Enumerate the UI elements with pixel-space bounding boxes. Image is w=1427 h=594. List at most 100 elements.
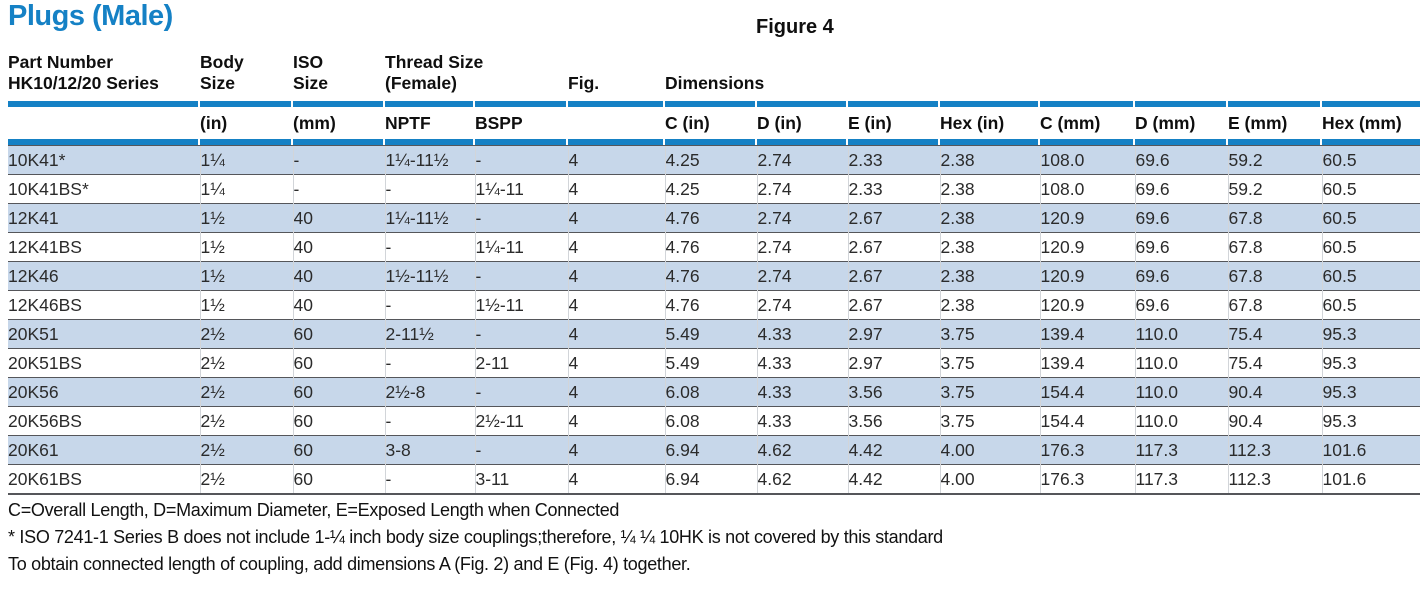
value-cell: 90.4 bbox=[1227, 377, 1323, 407]
value-cell: 108.0 bbox=[1039, 145, 1136, 175]
value-cell: 112.3 bbox=[1227, 435, 1323, 465]
header-rule-segment bbox=[475, 101, 568, 107]
value-cell: - bbox=[384, 232, 475, 262]
value-cell: - bbox=[292, 145, 385, 175]
header-rule-segment bbox=[1322, 139, 1421, 146]
value-cell: 4 bbox=[567, 203, 666, 233]
header-rule-segment bbox=[385, 101, 475, 107]
value-cell: 4.76 bbox=[664, 203, 758, 233]
value-cell: 4 bbox=[567, 464, 666, 495]
value-cell: - bbox=[384, 464, 475, 495]
value-cell: 1¼-11½ bbox=[384, 145, 475, 175]
value-cell: 120.9 bbox=[1039, 290, 1136, 320]
header-row-groups: Part Number HK10/12/20 Series Body Size IS… bbox=[8, 44, 1420, 101]
footnote-iso-standard: * ISO 7241-1 Series B does not include 1… bbox=[8, 527, 943, 547]
value-cell: 3.75 bbox=[939, 348, 1041, 378]
value-cell: 40 bbox=[292, 290, 385, 320]
value-cell: 4.76 bbox=[664, 290, 758, 320]
value-cell: 60.5 bbox=[1321, 261, 1421, 291]
table-row: 20K51 2½ 60 2-11½ -4 5.49 4.33 2.97 3.75 139.4 110… bbox=[8, 319, 1421, 349]
part-number-cell: 20K56 bbox=[8, 377, 200, 407]
value-cell: 60 bbox=[292, 377, 385, 407]
value-cell: 4 bbox=[567, 232, 666, 262]
value-cell: 2.38 bbox=[939, 174, 1041, 204]
value-cell: 2.74 bbox=[756, 203, 849, 233]
subheader-blank bbox=[8, 107, 200, 139]
subheader-d-in: D (in) bbox=[757, 112, 802, 133]
value-cell: - bbox=[474, 261, 569, 291]
value-cell: 4 bbox=[567, 145, 666, 175]
value-cell: 3-8 bbox=[384, 435, 475, 465]
table-body: 10K41* 1¼ -1¼-11½ -4 4.25 2.74 2.33 2.38 108.0 69… bbox=[8, 145, 1421, 495]
header-rule-segment bbox=[940, 139, 1040, 146]
value-cell: 154.4 bbox=[1039, 406, 1136, 436]
part-number-cell: 20K51BS bbox=[8, 348, 200, 378]
value-cell: - bbox=[384, 290, 475, 320]
value-cell: 1½ bbox=[199, 203, 293, 233]
value-cell: 2½ bbox=[199, 464, 293, 495]
subheader-body-in: (in) bbox=[200, 112, 228, 133]
value-cell: 108.0 bbox=[1039, 174, 1136, 204]
value-cell: 6.08 bbox=[664, 377, 758, 407]
value-cell: 60.5 bbox=[1321, 174, 1421, 204]
plugs-spec-table: Part Number HK10/12/20 Series Body Size IS… bbox=[8, 44, 1421, 495]
value-cell: 117.3 bbox=[1134, 464, 1229, 495]
value-cell: 110.0 bbox=[1134, 319, 1229, 349]
header-rule-segment bbox=[293, 139, 385, 146]
value-cell: 95.3 bbox=[1321, 348, 1421, 378]
value-cell: 3.75 bbox=[939, 319, 1041, 349]
footnote-legend: C=Overall Length, D=Maximum Diameter, E=… bbox=[8, 500, 620, 520]
value-cell: 67.8 bbox=[1227, 290, 1323, 320]
header-rule-segment bbox=[1322, 101, 1421, 107]
value-cell: 3-11 bbox=[474, 464, 569, 495]
value-cell: 60 bbox=[292, 464, 385, 495]
header-rule-segment bbox=[1228, 101, 1322, 107]
value-cell: 2½-8 bbox=[384, 377, 475, 407]
value-cell: 3.56 bbox=[847, 377, 941, 407]
header-divider-top bbox=[8, 101, 1421, 107]
value-cell: 4.76 bbox=[664, 261, 758, 291]
value-cell: 4.62 bbox=[756, 435, 849, 465]
value-cell: 2.74 bbox=[756, 174, 849, 204]
table-row: 20K56 2½ 60 2½-8-4 6.08 4.33 3.56 3.75 154.4 110.… bbox=[8, 377, 1421, 407]
value-cell: 2.97 bbox=[847, 319, 941, 349]
header-rule-segment bbox=[8, 139, 200, 146]
value-cell: 60 bbox=[292, 435, 385, 465]
table-row: 10K41BS* 1¼ - -1¼-11 4 4.25 2.74 2.33 2.38 108.0 6… bbox=[8, 174, 1421, 204]
value-cell: 6.94 bbox=[664, 464, 758, 495]
value-cell: - bbox=[474, 377, 569, 407]
value-cell: 1½-11 bbox=[474, 290, 569, 320]
value-cell: 1½-11½ bbox=[384, 261, 475, 291]
value-cell: 69.6 bbox=[1134, 145, 1229, 175]
value-cell: 2½ bbox=[199, 348, 293, 378]
value-cell: 1½ bbox=[199, 290, 293, 320]
value-cell: 4 bbox=[567, 406, 666, 436]
value-cell: 154.4 bbox=[1039, 377, 1136, 407]
value-cell: 1¼-11½ bbox=[384, 203, 475, 233]
value-cell: 2.74 bbox=[756, 232, 849, 262]
header-rule-segment bbox=[1135, 101, 1228, 107]
header-rule-segment bbox=[475, 139, 568, 146]
value-cell: 4.62 bbox=[756, 464, 849, 495]
figure-label: Figure 4 bbox=[756, 16, 834, 38]
value-cell: 1¼-11 bbox=[474, 174, 569, 204]
value-cell: 3.75 bbox=[939, 406, 1041, 436]
value-cell: 2.38 bbox=[939, 203, 1041, 233]
col-header-iso-size: ISO Size bbox=[293, 52, 329, 93]
header-rule-segment bbox=[848, 139, 940, 146]
part-number-cell: 10K41* bbox=[8, 145, 200, 175]
table-row: 20K61 2½ 60 3-8-4 6.94 4.62 4.42 4.00 176.3 117.3… bbox=[8, 435, 1421, 465]
subheader-c-mm: C (mm) bbox=[1040, 112, 1101, 133]
value-cell: 2.33 bbox=[847, 174, 941, 204]
value-cell: - bbox=[474, 203, 569, 233]
value-cell: 4.33 bbox=[756, 319, 849, 349]
value-cell: 4.00 bbox=[939, 464, 1041, 495]
col-header-part-number: Part Number HK10/12/20 Series bbox=[8, 52, 159, 93]
header-rule-segment bbox=[568, 101, 665, 107]
value-cell: 6.94 bbox=[664, 435, 758, 465]
value-cell: 120.9 bbox=[1039, 203, 1136, 233]
value-cell: 110.0 bbox=[1134, 406, 1229, 436]
subheader-e-mm: E (mm) bbox=[1228, 112, 1288, 133]
value-cell: 59.2 bbox=[1227, 174, 1323, 204]
value-cell: 117.3 bbox=[1134, 435, 1229, 465]
